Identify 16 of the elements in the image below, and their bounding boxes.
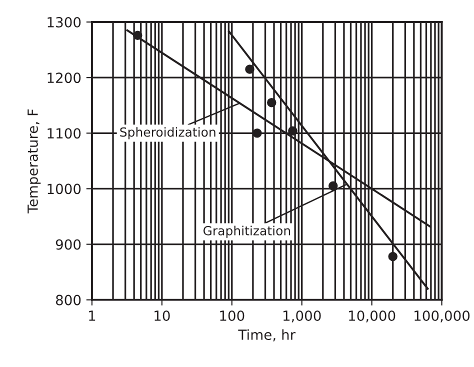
x-tick-label: 10 (154, 310, 170, 322)
annotation: Spheroidization (120, 127, 216, 140)
y-tick-label: 800 (56, 294, 81, 306)
x-tick-label: 1 (89, 310, 96, 321)
x-tick-label: 1,000 (283, 310, 321, 322)
y-tick-label: 1000 (48, 184, 81, 194)
x-tick-label: 10,000 (349, 310, 396, 322)
y-axis-title: Temperature, F (28, 109, 41, 214)
x-tick-label: 100 (220, 310, 244, 322)
x-tick-label: 100,000 (414, 310, 470, 322)
x-axis-title: Time, hr (238, 329, 296, 342)
y-tick-label: 1200 (48, 72, 81, 84)
y-tick-label: 900 (56, 239, 81, 250)
y-tick-label: 1100 (48, 128, 81, 139)
annotation: Graphitization (203, 226, 290, 238)
y-tick-label: 1300 (48, 16, 81, 28)
